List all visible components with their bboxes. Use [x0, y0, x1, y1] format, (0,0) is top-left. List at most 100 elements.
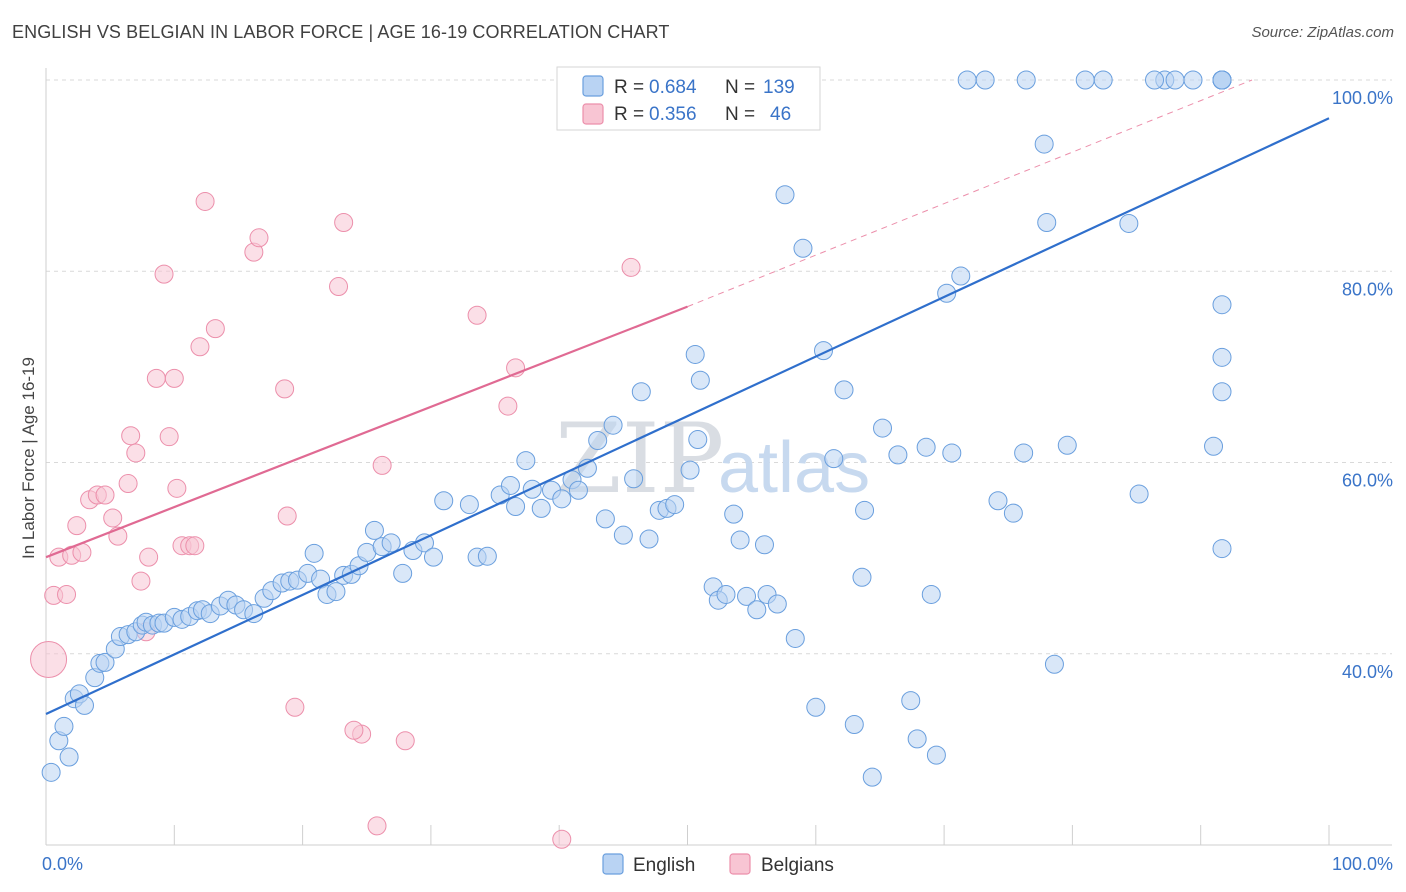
english-point	[747, 600, 767, 620]
english-point	[737, 586, 757, 606]
belgian-point	[329, 277, 349, 297]
axes	[45, 68, 1392, 846]
belgian-point	[159, 427, 179, 447]
belgian-point	[621, 257, 641, 277]
belgian-point	[139, 547, 159, 567]
english-point	[754, 535, 774, 555]
regression-lines	[45, 79, 1330, 715]
english-point	[730, 530, 750, 550]
belgian-point	[190, 337, 210, 357]
english-point	[685, 344, 705, 364]
belgian-point	[126, 443, 146, 463]
belgian-point	[277, 506, 297, 526]
english-point	[907, 729, 927, 749]
english-point	[873, 418, 893, 438]
belgian-point	[344, 720, 364, 740]
english-point	[1212, 539, 1232, 559]
english-n-value: 139	[763, 77, 795, 98]
english-point	[926, 745, 946, 765]
y-tick-label-40: 40.0%	[1342, 662, 1393, 682]
english-point	[888, 445, 908, 465]
belgian-r-label: R =	[614, 104, 644, 125]
english-point	[423, 547, 443, 567]
belgian-point	[185, 536, 205, 556]
english-series-label: English	[633, 855, 695, 876]
grid-lines	[46, 79, 1392, 655]
english-n-label: N =	[725, 77, 755, 98]
english-point	[921, 584, 941, 604]
english-point	[1212, 295, 1232, 315]
english-point	[603, 415, 623, 435]
english-point	[631, 382, 651, 402]
english-point	[852, 567, 872, 587]
source-label: Source: ZipAtlas.com	[1251, 24, 1394, 41]
english-point	[516, 451, 536, 471]
english-point	[767, 594, 787, 614]
english-point	[665, 495, 685, 515]
english-point	[942, 443, 962, 463]
english-point	[1057, 435, 1077, 455]
english-point	[1165, 70, 1185, 90]
belgian-series-swatch	[729, 853, 751, 875]
english-point	[951, 266, 971, 286]
english-regression-line	[45, 117, 1330, 715]
english-point	[59, 747, 79, 767]
english-point	[1093, 70, 1113, 90]
belgian-point	[498, 396, 518, 416]
english-point	[793, 238, 813, 258]
belgian-regression-line	[45, 305, 688, 559]
belgian-point	[146, 368, 166, 388]
english-point	[95, 652, 115, 672]
english-point	[1204, 436, 1224, 456]
belgian-point	[205, 319, 225, 339]
english-point	[1145, 70, 1165, 90]
belgian-point	[395, 731, 415, 751]
english-point	[54, 716, 74, 736]
belgian-point	[118, 474, 138, 494]
english-point	[500, 475, 520, 495]
watermark-atlas: atlas	[718, 428, 870, 508]
belgian-point	[103, 508, 123, 528]
english-point	[1075, 70, 1095, 90]
english-point	[988, 491, 1008, 511]
english-point	[1212, 382, 1232, 402]
belgian-point	[334, 212, 354, 232]
english-point	[1016, 70, 1036, 90]
english-point	[1044, 654, 1064, 674]
belgian-point	[167, 478, 187, 498]
english-point	[1119, 213, 1139, 233]
english-legend-swatch	[582, 75, 604, 97]
belgian-r-value: 0.356	[649, 104, 697, 125]
english-point	[624, 469, 644, 489]
english-point	[1129, 484, 1149, 504]
english-point	[785, 628, 805, 648]
english-point	[531, 498, 551, 518]
y-tick-labels: 40.0% 60.0% 80.0% 100.0%	[1332, 88, 1393, 682]
english-point	[552, 489, 572, 509]
english-point	[506, 496, 526, 516]
english-point	[381, 533, 401, 553]
english-point	[364, 520, 384, 540]
english-point	[477, 546, 497, 566]
english-point	[901, 691, 921, 711]
english-point	[916, 437, 936, 457]
belgian-points	[30, 191, 641, 849]
english-point	[393, 563, 413, 583]
belgian-point	[275, 379, 295, 399]
english-point	[775, 185, 795, 205]
x-tick-label-min: 0.0%	[42, 854, 83, 874]
english-point	[975, 70, 995, 90]
x-tick-labels: 0.0% 100.0%	[42, 854, 1393, 874]
series-legend: English Belgians	[602, 853, 834, 876]
english-point	[1183, 70, 1203, 90]
english-point	[824, 449, 844, 469]
english-point	[1003, 503, 1023, 523]
english-point	[862, 767, 882, 787]
x-tick-label-max: 100.0%	[1332, 854, 1393, 874]
english-point	[1037, 212, 1057, 232]
belgian-point	[67, 516, 87, 536]
english-point	[41, 762, 61, 782]
english-point	[1034, 134, 1054, 154]
belgian-point	[121, 426, 141, 446]
